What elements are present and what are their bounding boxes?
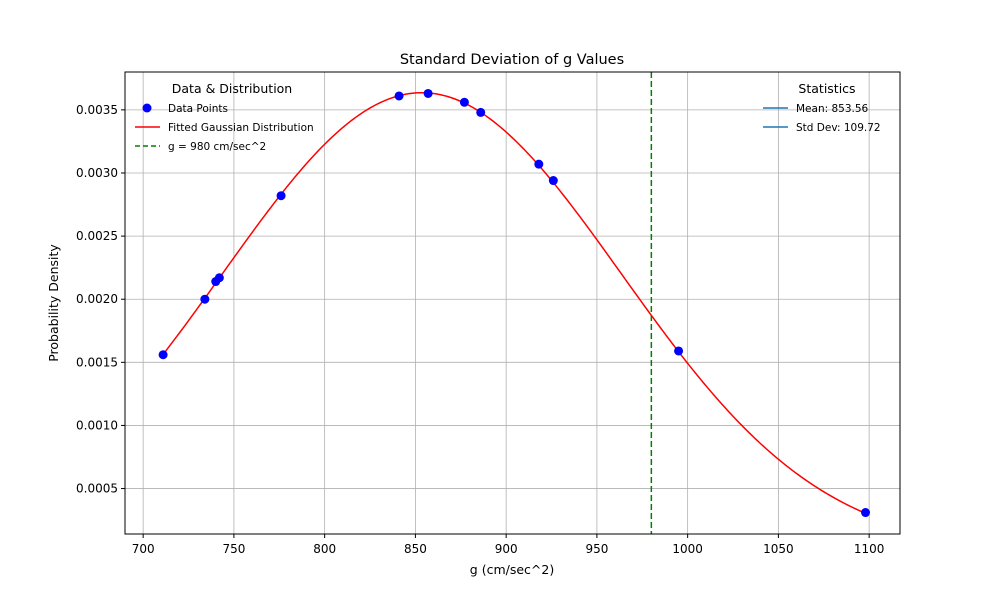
data-point	[214, 273, 224, 283]
x-tick-label: 850	[404, 542, 427, 556]
x-tick-label: 700	[132, 542, 155, 556]
legend-title: Data & Distribution	[172, 81, 292, 96]
x-tick-label: 900	[495, 542, 518, 556]
y-axis-ticks: 0.0005 0.0010 0.0015 0.0020 0.0025 0.0030 0.00…	[76, 103, 125, 496]
legend-statistics: Statistics Mean: 853.56 Std Dev: 109.72	[763, 81, 881, 134]
plot-frame	[124, 71, 901, 535]
legend-label-reference-line: g = 980 cm/sec^2	[168, 141, 266, 153]
data-point	[861, 508, 871, 518]
x-tick-label: 800	[313, 542, 336, 556]
data-point	[476, 107, 486, 117]
x-tick-label: 950	[585, 542, 608, 556]
legend-label-data-points: Data Points	[168, 103, 228, 115]
y-tick-label: 0.0015	[76, 355, 118, 369]
data-point	[200, 294, 210, 304]
data-point	[548, 176, 558, 186]
legend-label-fit-line: Fitted Gaussian Distribution	[168, 122, 314, 134]
y-tick-label: 0.0005	[76, 482, 118, 496]
y-tick-label: 0.0020	[76, 292, 118, 306]
data-point	[394, 91, 404, 101]
data-point	[158, 350, 168, 360]
y-tick-label: 0.0035	[76, 103, 118, 117]
x-tick-label: 1050	[763, 542, 794, 556]
data-point	[423, 88, 433, 98]
data-point	[674, 346, 684, 356]
legend-title: Statistics	[798, 81, 855, 96]
plot-series	[158, 72, 871, 534]
data-point	[276, 191, 286, 201]
legend-marker-data-points	[142, 103, 152, 113]
y-tick-label: 0.0010	[76, 418, 118, 432]
x-axis-ticks: 700 750 800 850 900 950 1000 1050 1100	[132, 534, 885, 556]
x-tick-label: 750	[222, 542, 245, 556]
data-point	[534, 159, 544, 169]
grid	[125, 72, 900, 534]
y-axis-label: Probability Density	[46, 244, 61, 362]
legend-label-std-dev: Std Dev: 109.72	[796, 122, 881, 134]
data-point	[459, 97, 469, 107]
legend-data-distribution: Data & Distribution Data Points Fitted G…	[135, 81, 314, 153]
y-tick-label: 0.0030	[76, 166, 118, 180]
x-tick-label: 1000	[672, 542, 703, 556]
x-axis-label: g (cm/sec^2)	[470, 562, 554, 577]
y-tick-label: 0.0025	[76, 229, 118, 243]
legend-label-mean: Mean: 853.56	[796, 103, 869, 115]
chart-title: Standard Deviation of g Values	[400, 52, 624, 68]
x-tick-label: 1100	[854, 542, 885, 556]
